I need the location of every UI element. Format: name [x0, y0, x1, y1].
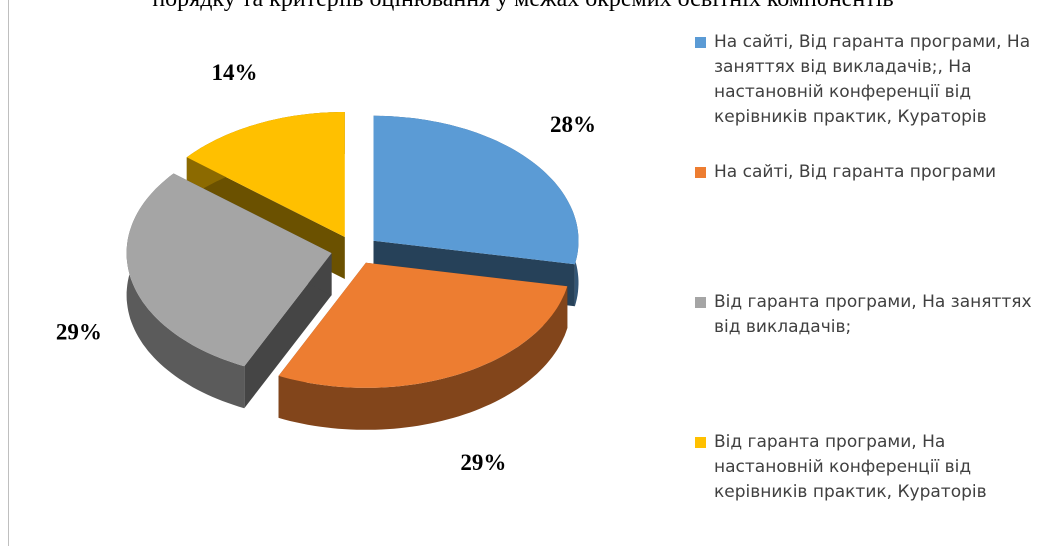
- slice-top: [186, 112, 345, 237]
- legend-item: На сайті, Від гаранта програми, На занят…: [695, 30, 1040, 130]
- data-label: 29%: [56, 320, 102, 345]
- legend-item: Від гаранта програми, На заняттях від ви…: [695, 290, 1040, 340]
- legend-label: На сайті, Від гаранта програми: [714, 162, 997, 182]
- legend-swatch: [695, 297, 706, 308]
- legend-item: На сайті, Від гаранта програми: [695, 160, 1040, 185]
- legend-label: Від гаранта програми, На настановній кон…: [714, 432, 987, 502]
- slice-top: [278, 262, 568, 388]
- slice-side: [244, 253, 332, 409]
- legend-swatch: [695, 437, 706, 448]
- slice-side: [278, 286, 568, 430]
- legend-label: Від гаранта програми, На заняттях від ви…: [714, 292, 1032, 337]
- data-label: 28%: [550, 112, 596, 137]
- slice-top: [373, 115, 579, 265]
- slice: [278, 262, 568, 430]
- data-label: 14%: [212, 60, 258, 85]
- legend-label: На сайті, Від гаранта програми, На занят…: [714, 32, 1031, 127]
- slice-side: [126, 173, 245, 409]
- chart-frame: [8, 0, 1044, 546]
- legend-swatch: [695, 167, 706, 178]
- chart-title: порядку та критеріїв оцінювання у межах …: [0, 0, 1046, 13]
- legend-item: Від гаранта програми, На настановній кон…: [695, 430, 1040, 505]
- legend-swatch: [695, 37, 706, 48]
- slice: [126, 173, 332, 409]
- slice-top: [126, 173, 332, 367]
- data-label: 29%: [460, 450, 506, 475]
